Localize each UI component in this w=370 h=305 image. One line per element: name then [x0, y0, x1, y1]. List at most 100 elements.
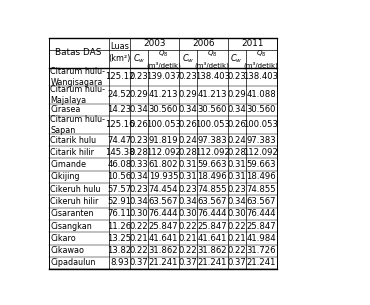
Text: 25.847: 25.847	[198, 222, 227, 231]
Text: 10.56: 10.56	[107, 172, 132, 181]
Text: 0.22: 0.22	[179, 246, 197, 255]
Text: 0.28: 0.28	[130, 148, 149, 157]
Text: Cisaranten: Cisaranten	[50, 209, 94, 218]
Text: 76.444: 76.444	[246, 209, 276, 218]
Text: 63.567: 63.567	[198, 197, 227, 206]
Text: 0.23: 0.23	[227, 72, 246, 81]
Text: 74.454: 74.454	[149, 185, 178, 194]
Text: 0.26: 0.26	[179, 120, 197, 129]
Text: 21.241: 21.241	[198, 258, 227, 267]
Text: 57.57: 57.57	[107, 185, 132, 194]
Text: 74.855: 74.855	[198, 185, 227, 194]
Text: 46.08: 46.08	[107, 160, 132, 169]
Text: 52.91: 52.91	[107, 197, 132, 206]
Text: 0.29: 0.29	[179, 90, 197, 99]
Text: 13.82: 13.82	[107, 246, 132, 255]
Text: 0.21: 0.21	[130, 234, 148, 243]
Text: 91.819: 91.819	[149, 135, 178, 145]
Text: Cikaro: Cikaro	[50, 234, 76, 243]
Text: 59.663: 59.663	[198, 160, 227, 169]
Text: 76.11: 76.11	[107, 209, 132, 218]
Text: Batas DAS: Batas DAS	[56, 48, 102, 57]
Text: 61.802: 61.802	[149, 160, 178, 169]
Text: Cirasea: Cirasea	[50, 105, 81, 114]
Text: 31.862: 31.862	[198, 246, 227, 255]
Text: Cisangkan: Cisangkan	[50, 222, 92, 231]
Text: 0.26: 0.26	[227, 120, 246, 129]
Text: 8.93: 8.93	[110, 258, 129, 267]
Text: 63.567: 63.567	[149, 197, 178, 206]
Text: 21.241: 21.241	[149, 258, 178, 267]
Text: Citarik hulu: Citarik hulu	[50, 135, 97, 145]
Text: $C_w$: $C_w$	[133, 52, 145, 65]
Text: 41.641: 41.641	[149, 234, 178, 243]
Text: 2006: 2006	[192, 39, 215, 48]
Text: 0.23: 0.23	[130, 72, 148, 81]
Text: Luas
(km²): Luas (km²)	[108, 42, 131, 63]
Text: 138.403: 138.403	[243, 72, 279, 81]
Text: 24.52: 24.52	[107, 90, 132, 99]
Text: $Q_8$
(m³/detik): $Q_8$ (m³/detik)	[146, 49, 181, 69]
Text: $Q_8$
(m³/detik): $Q_8$ (m³/detik)	[243, 49, 279, 69]
Text: Citarum hulu-
Majalaya: Citarum hulu- Majalaya	[50, 84, 105, 105]
Text: 0.31: 0.31	[179, 172, 197, 181]
Text: Cikijing: Cikijing	[50, 172, 80, 181]
Text: 0.29: 0.29	[227, 90, 246, 99]
Text: 0.29: 0.29	[130, 90, 148, 99]
Text: $C_w$: $C_w$	[182, 52, 194, 65]
Text: 97.383: 97.383	[198, 135, 227, 145]
Text: 0.34: 0.34	[227, 197, 246, 206]
Text: 97.383: 97.383	[246, 135, 276, 145]
Text: 41.088: 41.088	[246, 90, 276, 99]
Text: 31.726: 31.726	[246, 246, 276, 255]
Text: 76.444: 76.444	[198, 209, 227, 218]
Text: 100.053: 100.053	[146, 120, 181, 129]
Text: 0.31: 0.31	[227, 160, 246, 169]
Text: 59.663: 59.663	[246, 160, 276, 169]
Text: 0.22: 0.22	[227, 246, 246, 255]
Text: 125.12: 125.12	[105, 72, 134, 81]
Text: Citarik hilir: Citarik hilir	[50, 148, 94, 157]
Text: 76.444: 76.444	[149, 209, 178, 218]
Text: 112.092: 112.092	[243, 148, 279, 157]
Text: 0.28: 0.28	[178, 148, 197, 157]
Text: 25.847: 25.847	[149, 222, 178, 231]
Text: Cimande: Cimande	[50, 160, 86, 169]
Text: 0.34: 0.34	[179, 197, 197, 206]
Text: 0.34: 0.34	[179, 105, 197, 114]
Text: 11.26: 11.26	[107, 222, 132, 231]
Text: 0.31: 0.31	[179, 160, 197, 169]
Text: 0.22: 0.22	[227, 222, 246, 231]
Text: 0.22: 0.22	[130, 222, 148, 231]
Text: Cipadaulun: Cipadaulun	[50, 258, 95, 267]
Text: 0.37: 0.37	[179, 258, 197, 267]
Text: 0.37: 0.37	[227, 258, 246, 267]
Text: 0.34: 0.34	[130, 105, 148, 114]
Text: 31.862: 31.862	[149, 246, 178, 255]
Text: 18.496: 18.496	[198, 172, 227, 181]
Text: 41.641: 41.641	[198, 234, 227, 243]
Text: 125.16: 125.16	[105, 120, 134, 129]
Text: 30.560: 30.560	[246, 105, 276, 114]
Text: 0.33: 0.33	[130, 160, 148, 169]
Text: 0.21: 0.21	[179, 234, 197, 243]
Text: 0.21: 0.21	[227, 234, 246, 243]
Text: 0.23: 0.23	[130, 135, 148, 145]
Text: 0.22: 0.22	[130, 246, 148, 255]
Text: 100.053: 100.053	[243, 120, 279, 129]
Text: 0.30: 0.30	[179, 209, 197, 218]
Text: 74.47: 74.47	[107, 135, 132, 145]
Text: 25.847: 25.847	[246, 222, 276, 231]
Text: 0.28: 0.28	[227, 148, 246, 157]
Text: 0.24: 0.24	[179, 135, 197, 145]
Text: 41.213: 41.213	[149, 90, 178, 99]
Text: 2003: 2003	[144, 39, 166, 48]
Text: Cikeruh hulu: Cikeruh hulu	[50, 185, 101, 194]
Text: 0.24: 0.24	[227, 135, 246, 145]
Text: 0.30: 0.30	[227, 209, 246, 218]
Text: $Q_8$
(m³/detik): $Q_8$ (m³/detik)	[195, 49, 230, 69]
Text: 0.23: 0.23	[130, 185, 148, 194]
Text: Cikawao: Cikawao	[50, 246, 84, 255]
Text: 18.496: 18.496	[246, 172, 276, 181]
Text: 0.26: 0.26	[130, 120, 148, 129]
